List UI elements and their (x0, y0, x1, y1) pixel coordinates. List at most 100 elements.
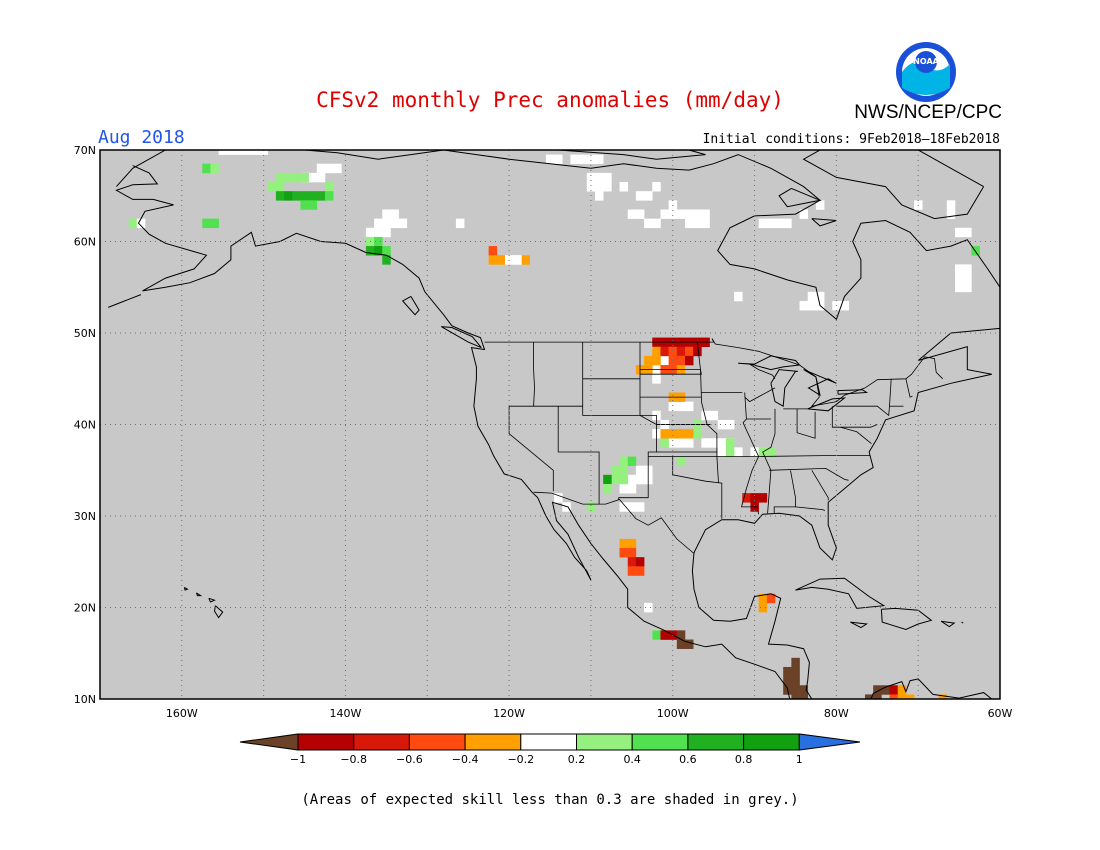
anomaly-cell (586, 502, 596, 512)
anomaly-cell (734, 291, 743, 302)
anomaly-cell (586, 172, 596, 183)
anomaly-cell (799, 685, 809, 695)
political-border (696, 342, 719, 484)
anomaly-cell (300, 191, 309, 201)
anomaly-cell (955, 264, 964, 274)
anomaly-cell (521, 255, 530, 265)
coastline (100, 309, 101, 310)
political-border (484, 338, 943, 407)
anomaly-cell (619, 474, 629, 485)
anomaly-cell (963, 273, 972, 283)
anomaly-cell (325, 182, 334, 192)
anomaly-cell (955, 227, 964, 238)
anomaly-cell (635, 191, 645, 201)
anomaly-cell (365, 227, 375, 238)
anomaly-cell (202, 218, 211, 229)
anomaly-cell (554, 154, 563, 165)
anomaly-cell (627, 538, 637, 549)
target-month: Aug 2018 (98, 127, 185, 148)
anomaly-cell (807, 300, 817, 311)
anomaly-cell (325, 191, 334, 201)
colorbar-tick-label: −0.6 (396, 753, 423, 766)
anomaly-cell (840, 300, 849, 311)
anomaly-cell (235, 150, 244, 155)
anomaly-cell (545, 154, 555, 165)
political-border (749, 363, 776, 380)
colorbar-swatches (239, 733, 861, 751)
anomaly-cell (709, 438, 719, 448)
coastline (850, 621, 869, 629)
lat-label: 30N (74, 510, 96, 523)
anomaly-cell (685, 355, 694, 366)
political-border (740, 392, 760, 515)
political-border (811, 470, 829, 501)
colorbar-swatch (408, 733, 466, 751)
anomaly-cell (946, 200, 956, 210)
lon-label: 60W (988, 707, 1013, 720)
anomaly-cell (595, 172, 604, 183)
anomaly-cell (676, 639, 686, 649)
anomaly-cell (259, 150, 269, 155)
anomaly-cell (586, 154, 596, 165)
coastline (778, 187, 822, 208)
anomaly-cell (627, 502, 637, 512)
anomaly-cell (496, 255, 506, 265)
anomaly-cell (513, 255, 522, 265)
anomaly-cell (292, 191, 301, 201)
anomaly-cell (210, 218, 219, 229)
coastline (556, 150, 706, 160)
anomaly-cell (660, 346, 669, 357)
anomaly-cell (676, 401, 686, 412)
anomaly-cell (783, 218, 792, 229)
anomaly-cell (668, 401, 678, 412)
colorbar-swatch (520, 733, 577, 751)
anomaly-cell (766, 218, 776, 229)
anomaly-cell (316, 191, 326, 201)
colorbar-swatch (743, 733, 800, 751)
anomaly-cell (595, 182, 604, 192)
political-border (836, 378, 892, 417)
anomaly-cell (595, 154, 604, 165)
anomaly-cell (374, 246, 383, 256)
colorbar-swatch (353, 733, 410, 751)
political-border (508, 406, 554, 492)
anomaly-cell (668, 438, 678, 448)
anomaly-cell (275, 182, 285, 192)
colorbar-swatch (297, 733, 355, 751)
political-border (831, 406, 878, 428)
anomaly-cell (635, 465, 645, 476)
anomaly-cell (308, 200, 318, 210)
anomaly-cell (505, 255, 514, 265)
anomaly-cell (799, 300, 809, 311)
anomaly-cell (734, 447, 743, 457)
anomaly-cell (619, 502, 629, 512)
anomaly-cell (611, 465, 620, 476)
anomaly-cell (603, 474, 612, 485)
anomaly-cell (275, 191, 285, 201)
anomaly-cell (300, 172, 309, 183)
political-border (672, 456, 723, 519)
anomaly-cell (685, 218, 694, 229)
anomaly-cell (619, 182, 629, 192)
anomaly-cell (815, 291, 825, 302)
coastline (940, 620, 956, 628)
anomaly-cell (766, 593, 776, 604)
political-border (905, 378, 913, 398)
anomaly-cell (676, 429, 686, 439)
coastline (811, 218, 837, 227)
map-frame (99, 149, 1001, 700)
anomaly-cell (938, 694, 948, 699)
anomaly-cell (660, 630, 669, 640)
anomaly-cell (717, 419, 727, 430)
anomaly-cell (586, 182, 596, 192)
political-border (795, 506, 826, 511)
anomaly-cell (578, 154, 588, 165)
anomaly-cell (766, 447, 776, 457)
coastline (115, 165, 791, 699)
skill-footnote: (Areas of expected skill less than 0.3 a… (301, 792, 799, 808)
anomaly-cell (693, 209, 702, 219)
coastline (880, 607, 933, 631)
political-border (648, 455, 870, 457)
lon-label: 120W (493, 707, 525, 720)
anomaly-cell (128, 218, 138, 229)
